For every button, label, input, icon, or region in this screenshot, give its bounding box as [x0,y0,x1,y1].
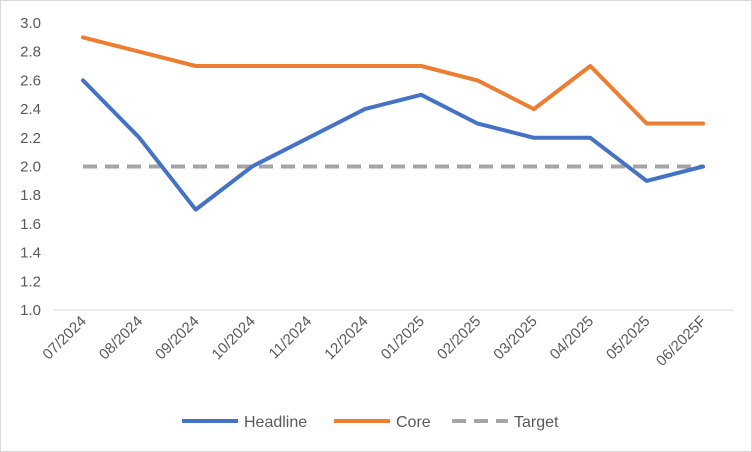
series-line-headline [81,78,705,212]
x-axis: 07/2024 08/2024 09/2024 10/2024 11/2024 12/20… [39,313,709,370]
series-line-core [81,35,705,126]
legend-label-core: Core [396,414,431,431]
x-tick-label: 12/2024 [321,313,371,363]
y-tick-label: 2.4 [20,101,41,118]
plot-series [81,35,705,212]
x-tick-label: 10/2024 [209,313,259,363]
x-tick-label: 01/2025 [378,313,428,363]
y-tick-label: 3.0 [20,15,41,32]
y-tick-label: 1.2 [20,273,41,290]
x-tick-label: 03/2025 [490,313,540,363]
x-tick-label: 07/2024 [39,313,89,363]
y-tick-label: 2.8 [20,44,41,61]
x-tick-label: 04/2025 [547,313,597,363]
x-tick-label: 06/2025F [653,313,710,370]
y-tick-label: 2.0 [20,159,41,176]
legend-label-headline: Headline [244,414,307,431]
x-tick-label: 05/2025 [603,313,653,363]
x-tick-label: 11/2024 [266,313,316,363]
x-tick-label: 08/2024 [96,313,146,363]
x-tick-label: 02/2025 [434,313,484,363]
legend: Headline Core Target [182,414,559,431]
y-axis: 1.0 1.2 1.4 1.6 1.8 2.0 2.2 2.4 2.6 2.8 3.0 [20,15,41,319]
y-tick-label: 2.2 [20,130,41,147]
y-tick-label: 1.4 [20,245,41,262]
y-tick-label: 1.8 [20,187,41,204]
x-tick-label: 09/2024 [152,313,202,363]
legend-label-target: Target [514,414,559,431]
y-tick-label: 1.0 [20,302,41,319]
y-tick-label: 2.6 [20,72,41,89]
y-tick-label: 1.6 [20,216,41,233]
